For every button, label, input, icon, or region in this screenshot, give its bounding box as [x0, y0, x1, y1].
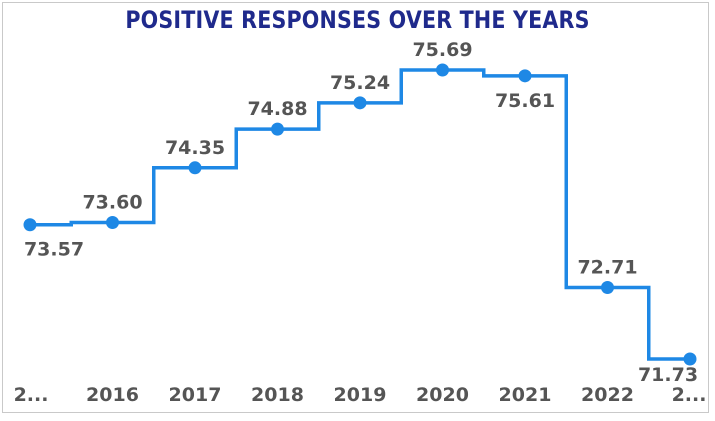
x-tick-label: 2021	[499, 384, 552, 406]
x-tick-label: 2016	[86, 384, 139, 406]
data-label: 74.35	[165, 137, 225, 159]
x-tick-label: 2019	[334, 384, 387, 406]
x-tick-label: 2...	[672, 384, 707, 406]
chart-title: POSITIVE RESPONSES OVER THE YEARS	[125, 6, 590, 34]
data-label: 75.24	[330, 72, 390, 94]
data-label: 72.71	[577, 256, 637, 278]
data-label: 74.88	[247, 98, 307, 120]
data-label: 71.73	[638, 364, 698, 386]
chart-frame	[2, 2, 709, 413]
data-point[interactable]	[436, 63, 449, 77]
series-line	[30, 68, 690, 361]
data-point[interactable]	[353, 96, 367, 110]
x-tick-label: 2017	[169, 384, 222, 406]
data-point[interactable]	[188, 161, 202, 175]
data-label: 73.60	[82, 192, 142, 214]
x-tick-label: 2...	[14, 384, 49, 406]
data-label: 75.69	[412, 39, 472, 61]
x-tick-label: 2022	[581, 384, 634, 406]
data-label: 73.57	[24, 239, 84, 261]
data-point[interactable]	[683, 352, 697, 366]
data-point[interactable]	[271, 122, 284, 136]
data-point[interactable]	[601, 280, 614, 294]
data-point[interactable]	[106, 216, 119, 230]
x-tick-label: 2020	[416, 384, 469, 406]
x-tick-label: 2018	[251, 384, 304, 406]
data-point[interactable]	[518, 69, 532, 83]
data-point[interactable]	[23, 218, 37, 232]
data-label: 75.61	[495, 90, 555, 112]
